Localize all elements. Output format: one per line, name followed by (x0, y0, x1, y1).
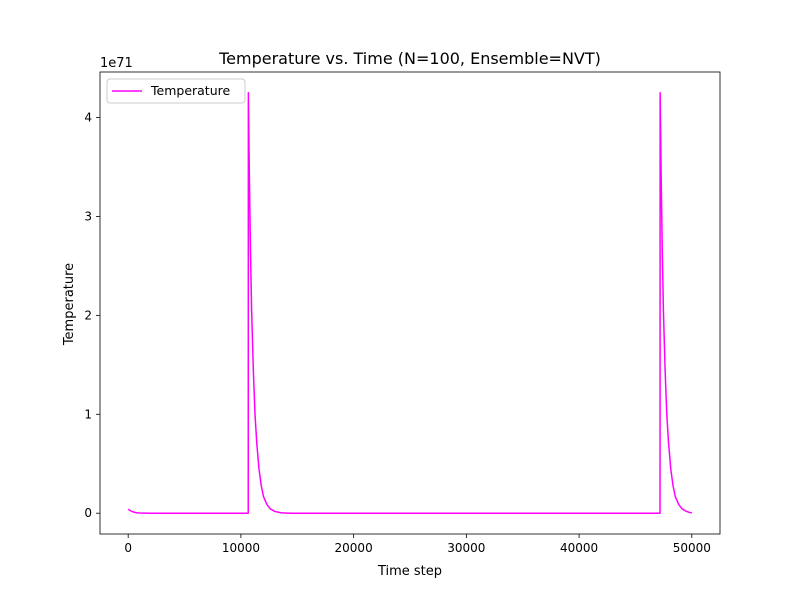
y-tick-label: 4 (84, 111, 92, 125)
legend: Temperature (106, 78, 246, 104)
x-tick-label: 20000 (335, 541, 373, 555)
x-tick-label: 50000 (673, 541, 711, 555)
legend-label: Temperature (150, 83, 230, 98)
y-axis-label: Temperature (62, 263, 77, 346)
plot-frame (99, 71, 721, 535)
x-tick-label: 40000 (560, 541, 598, 555)
plot-area: 0 10000 20000 30000 40000 50000 0 1 2 3 4 (84, 71, 721, 555)
x-tick-label: 10000 (222, 541, 260, 555)
chart-title: Temperature vs. Time (N=100, Ensemble=NV… (218, 49, 601, 68)
y-tick-label: 3 (84, 209, 92, 223)
x-tick-label: 0 (124, 541, 132, 555)
y-tick-label: 0 (84, 506, 92, 520)
y-tick-label: 2 (84, 308, 92, 322)
y-offset-label: 1e71 (100, 56, 133, 71)
legend-box (106, 78, 246, 104)
x-axis-label: Time step (377, 564, 442, 579)
x-tick-label: 30000 (447, 541, 485, 555)
series-line-temperature (127, 92, 692, 514)
y-tick-label: 1 (84, 407, 92, 421)
